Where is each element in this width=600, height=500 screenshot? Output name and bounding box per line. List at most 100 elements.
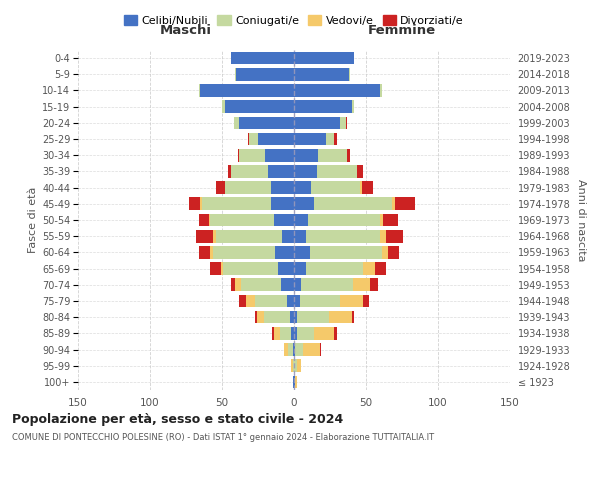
Bar [291, 360, 293, 372]
Bar [363, 262, 374, 275]
Bar [314, 198, 392, 210]
Bar [200, 198, 202, 210]
Bar [346, 116, 347, 129]
Bar [305, 262, 363, 275]
Bar [293, 343, 294, 356]
Bar [239, 149, 265, 162]
Text: Femmine: Femmine [368, 24, 436, 37]
Bar [255, 294, 287, 308]
Bar [241, 278, 281, 291]
Bar [294, 116, 340, 129]
Bar [294, 343, 295, 356]
Bar [380, 214, 383, 226]
Bar [290, 311, 294, 324]
Bar [294, 132, 326, 145]
Bar [294, 262, 305, 275]
Bar [287, 294, 294, 308]
Bar [386, 230, 403, 242]
Bar [189, 198, 200, 210]
Bar [294, 52, 355, 64]
Bar [380, 230, 386, 242]
Bar [295, 343, 302, 356]
Bar [370, 278, 377, 291]
Bar [230, 165, 268, 177]
Bar [329, 311, 352, 324]
Bar [291, 327, 294, 340]
Text: COMUNE DI PONTECCHIO POLESINE (RO) - Dati ISTAT 1° gennaio 2024 - Elaborazione T: COMUNE DI PONTECCHIO POLESINE (RO) - Dat… [12, 432, 434, 442]
Bar [294, 100, 352, 113]
Bar [225, 100, 294, 113]
Bar [360, 182, 362, 194]
Bar [352, 100, 355, 113]
Bar [250, 132, 258, 145]
Bar [358, 165, 363, 177]
Bar [196, 230, 214, 242]
Bar [295, 376, 297, 388]
Bar [363, 294, 369, 308]
Bar [294, 214, 308, 226]
Bar [308, 214, 380, 226]
Bar [320, 343, 322, 356]
Bar [352, 311, 355, 324]
Bar [255, 311, 257, 324]
Bar [319, 149, 347, 162]
Bar [294, 311, 297, 324]
Bar [272, 327, 274, 340]
Bar [334, 327, 337, 340]
Bar [230, 278, 235, 291]
Bar [382, 246, 388, 258]
Bar [340, 294, 363, 308]
Bar [274, 327, 280, 340]
Bar [274, 214, 294, 226]
Bar [202, 198, 271, 210]
Text: Popolazione per età, sesso e stato civile - 2024: Popolazione per età, sesso e stato civil… [12, 412, 343, 426]
Bar [383, 214, 398, 226]
Bar [223, 262, 278, 275]
Bar [239, 294, 247, 308]
Bar [294, 68, 349, 80]
Bar [236, 68, 294, 80]
Bar [199, 246, 211, 258]
Bar [222, 100, 225, 113]
Bar [294, 246, 310, 258]
Bar [294, 376, 295, 388]
Bar [349, 68, 350, 80]
Bar [297, 327, 314, 340]
Bar [239, 116, 294, 129]
Bar [302, 343, 320, 356]
Bar [214, 230, 216, 242]
Bar [301, 278, 353, 291]
Bar [271, 198, 294, 210]
Bar [211, 214, 274, 226]
Bar [278, 262, 294, 275]
Bar [347, 149, 350, 162]
Bar [228, 165, 230, 177]
Bar [310, 246, 382, 258]
Bar [221, 262, 223, 275]
Bar [284, 343, 288, 356]
Bar [199, 214, 209, 226]
Bar [230, 52, 294, 64]
Bar [275, 246, 294, 258]
Bar [247, 294, 255, 308]
Bar [294, 182, 311, 194]
Bar [211, 262, 221, 275]
Bar [294, 165, 317, 177]
Y-axis label: Fasce di età: Fasce di età [28, 187, 38, 253]
Legend: Celibi/Nubili, Coniugati/e, Vedovi/e, Divorziati/e: Celibi/Nubili, Coniugati/e, Vedovi/e, Di… [119, 10, 469, 30]
Bar [199, 84, 200, 97]
Bar [300, 294, 340, 308]
Bar [294, 198, 314, 210]
Bar [271, 182, 294, 194]
Text: Maschi: Maschi [160, 24, 212, 37]
Bar [258, 132, 294, 145]
Bar [200, 84, 294, 97]
Bar [311, 182, 360, 194]
Bar [216, 230, 283, 242]
Bar [288, 343, 293, 356]
Bar [294, 84, 380, 97]
Bar [281, 278, 294, 291]
Bar [265, 149, 294, 162]
Bar [294, 294, 300, 308]
Bar [305, 230, 380, 242]
